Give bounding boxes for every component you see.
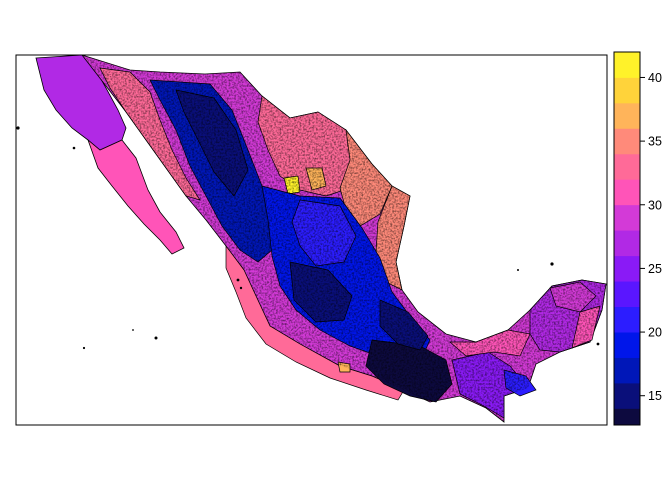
legend-tick-label-40: 40 bbox=[648, 71, 662, 85]
legend-bin-3 bbox=[614, 332, 640, 358]
legend-bin-4 bbox=[614, 306, 640, 333]
island-1 bbox=[72, 146, 76, 150]
legend-colorbar bbox=[613, 51, 641, 426]
legend-bin-12 bbox=[614, 102, 640, 129]
legend-frame bbox=[613, 51, 641, 426]
legend-bin-13 bbox=[614, 77, 640, 104]
legend-bin-7 bbox=[614, 230, 640, 257]
island-9 bbox=[596, 342, 600, 346]
legend-bin-2 bbox=[614, 357, 640, 384]
island-8 bbox=[517, 269, 519, 271]
legend-tick-label-15: 15 bbox=[648, 389, 662, 403]
island-2 bbox=[236, 278, 240, 282]
legend-bin-1 bbox=[614, 382, 640, 409]
region-baja-california-sur bbox=[87, 138, 185, 255]
island-6 bbox=[132, 329, 134, 331]
legend-bin-5 bbox=[614, 281, 640, 308]
legend-tick-label-20: 20 bbox=[648, 326, 662, 340]
legend-tick-label-25: 25 bbox=[648, 262, 662, 276]
island-4 bbox=[154, 336, 158, 340]
legend-bin-9 bbox=[614, 179, 640, 206]
legend-tick-label-35: 35 bbox=[648, 135, 662, 149]
island-7 bbox=[550, 262, 554, 266]
legend-bin-11 bbox=[614, 128, 640, 155]
legend-tick-label-30: 30 bbox=[648, 198, 662, 212]
municipal-boundaries bbox=[82, 55, 606, 422]
island-3 bbox=[239, 286, 243, 290]
map-panel bbox=[15, 54, 608, 426]
legend-bin-8 bbox=[614, 204, 640, 231]
island-guadalupe bbox=[16, 126, 20, 130]
map-frame bbox=[15, 54, 608, 426]
legend-bin-0 bbox=[614, 408, 640, 426]
legend-bin-10 bbox=[614, 153, 640, 180]
mexico-choropleth bbox=[16, 55, 607, 423]
legend-bin-6 bbox=[614, 255, 640, 282]
legend-bin-14 bbox=[614, 52, 640, 78]
legend-ticks: 15 20 25 30 35 40 bbox=[640, 71, 662, 403]
island-5 bbox=[82, 346, 86, 350]
